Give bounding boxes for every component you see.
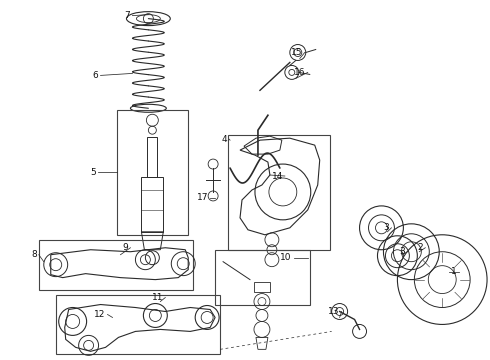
Text: 14: 14 (271, 171, 283, 180)
Text: 3: 3 (400, 247, 405, 256)
Bar (39, 240, 193, 289)
Text: 8: 8 (31, 250, 37, 259)
Bar (228, 135, 330, 250)
Text: 10: 10 (280, 253, 292, 262)
Text: 5: 5 (90, 167, 96, 176)
Text: 4: 4 (221, 135, 227, 144)
Bar (215, 250, 310, 305)
Text: 12: 12 (94, 310, 105, 319)
Bar (142, 177, 163, 232)
Text: 17: 17 (196, 193, 208, 202)
Text: 2: 2 (417, 243, 423, 252)
Text: 1: 1 (451, 267, 457, 276)
Text: 15: 15 (291, 48, 303, 57)
Bar (56, 294, 220, 354)
Text: 9: 9 (122, 243, 128, 252)
Text: 6: 6 (93, 71, 98, 80)
Text: 11: 11 (152, 293, 163, 302)
Bar (118, 110, 188, 235)
Bar (147, 137, 157, 177)
Text: 3: 3 (384, 223, 390, 232)
Text: 7: 7 (124, 11, 130, 20)
Text: 13: 13 (328, 307, 340, 316)
Bar (254, 282, 270, 292)
Text: 16: 16 (294, 68, 306, 77)
